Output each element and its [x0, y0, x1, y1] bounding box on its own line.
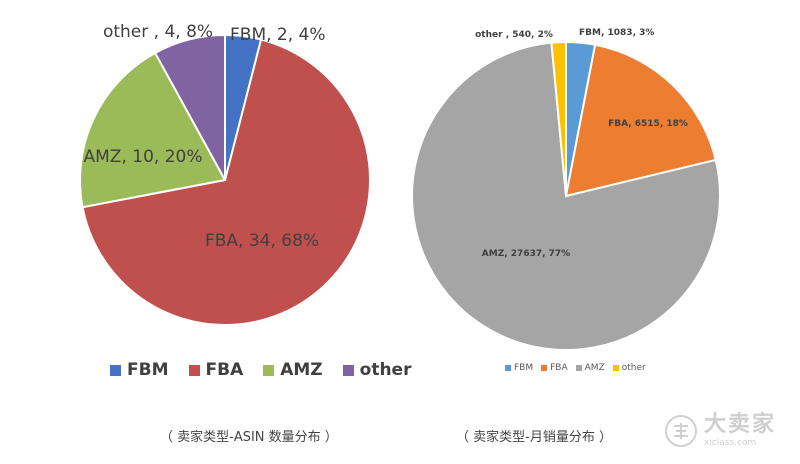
legend-entry-amz: AMZ [263, 360, 323, 380]
pie-slice-fba [564, 43, 717, 198]
data-label-amz: AMZ, 10, 20% [84, 147, 203, 167]
legend-swatch [505, 365, 511, 371]
legend-label: FBM [127, 360, 169, 380]
chart-caption-monthly-sales: （ 卖家类型-月销量分布 ） [456, 430, 612, 445]
legend-entry-other: other [612, 363, 646, 373]
pie-slice-amz [411, 41, 721, 351]
data-label-other: other , 540, 2% [475, 30, 553, 40]
pie-slice-amz [79, 51, 227, 209]
chart-caption-asin-count: （ 卖家类型-ASIN 数量分布 ） [160, 430, 338, 445]
legend-monthly-sales: FBM FBA AMZ other [505, 363, 646, 373]
legend-label: AMZ [584, 363, 605, 373]
legend-label: other [359, 360, 412, 380]
legend-entry-fba: FBA [188, 360, 244, 380]
pie-slice-other [153, 33, 226, 181]
legend-swatch [263, 364, 275, 376]
legend-label: AMZ [280, 360, 323, 380]
watermark-url: xiclass.com [703, 438, 757, 448]
legend-entry-fba: FBA [541, 363, 568, 373]
watermark-logo: 大卖家 xiclass.com [664, 414, 776, 448]
pie-chart-asin-count: FBM, 2, 4% FBA, 34, 68% AMZ, 10, 20% other … [79, 22, 371, 327]
legend-swatch [188, 364, 200, 376]
data-label-fbm: FBM, 2, 4% [230, 25, 326, 45]
data-label-amz: AMZ, 27637, 77% [482, 249, 570, 259]
legend-label: FBA [205, 360, 244, 380]
legend-asin-count: FBM FBA AMZ other [110, 360, 411, 380]
legend-label: FBA [550, 363, 568, 373]
data-label-fbm: FBM, 1083, 3% [579, 28, 654, 38]
legend-entry-amz: AMZ [575, 363, 605, 373]
pie-slice-fba [81, 38, 371, 327]
data-label-fba: FBA, 34, 68% [205, 231, 319, 251]
data-label-other: other , 4, 8% [103, 22, 213, 42]
legend-label: other [621, 363, 646, 373]
legend-label: FBM [514, 363, 534, 373]
data-label-fba: FBA, 6515, 18% [608, 119, 688, 129]
legend-swatch [342, 364, 354, 376]
legend-swatch [575, 365, 582, 371]
watermark-name: 大卖家 [703, 412, 776, 437]
legend-swatch [612, 365, 619, 371]
legend-swatch [541, 365, 548, 371]
pie-chart-monthly-sales: FBM, 1083, 3% FBA, 6515, 18% AMZ, 27637, 7… [411, 28, 721, 351]
legend-entry-other: other [342, 360, 412, 380]
seal-icon [664, 415, 697, 447]
pie-slice-other [550, 40, 567, 197]
legend-entry-fbm: FBM [110, 360, 169, 380]
legend-swatch [110, 364, 121, 376]
legend-entry-fbm: FBM [505, 363, 533, 373]
